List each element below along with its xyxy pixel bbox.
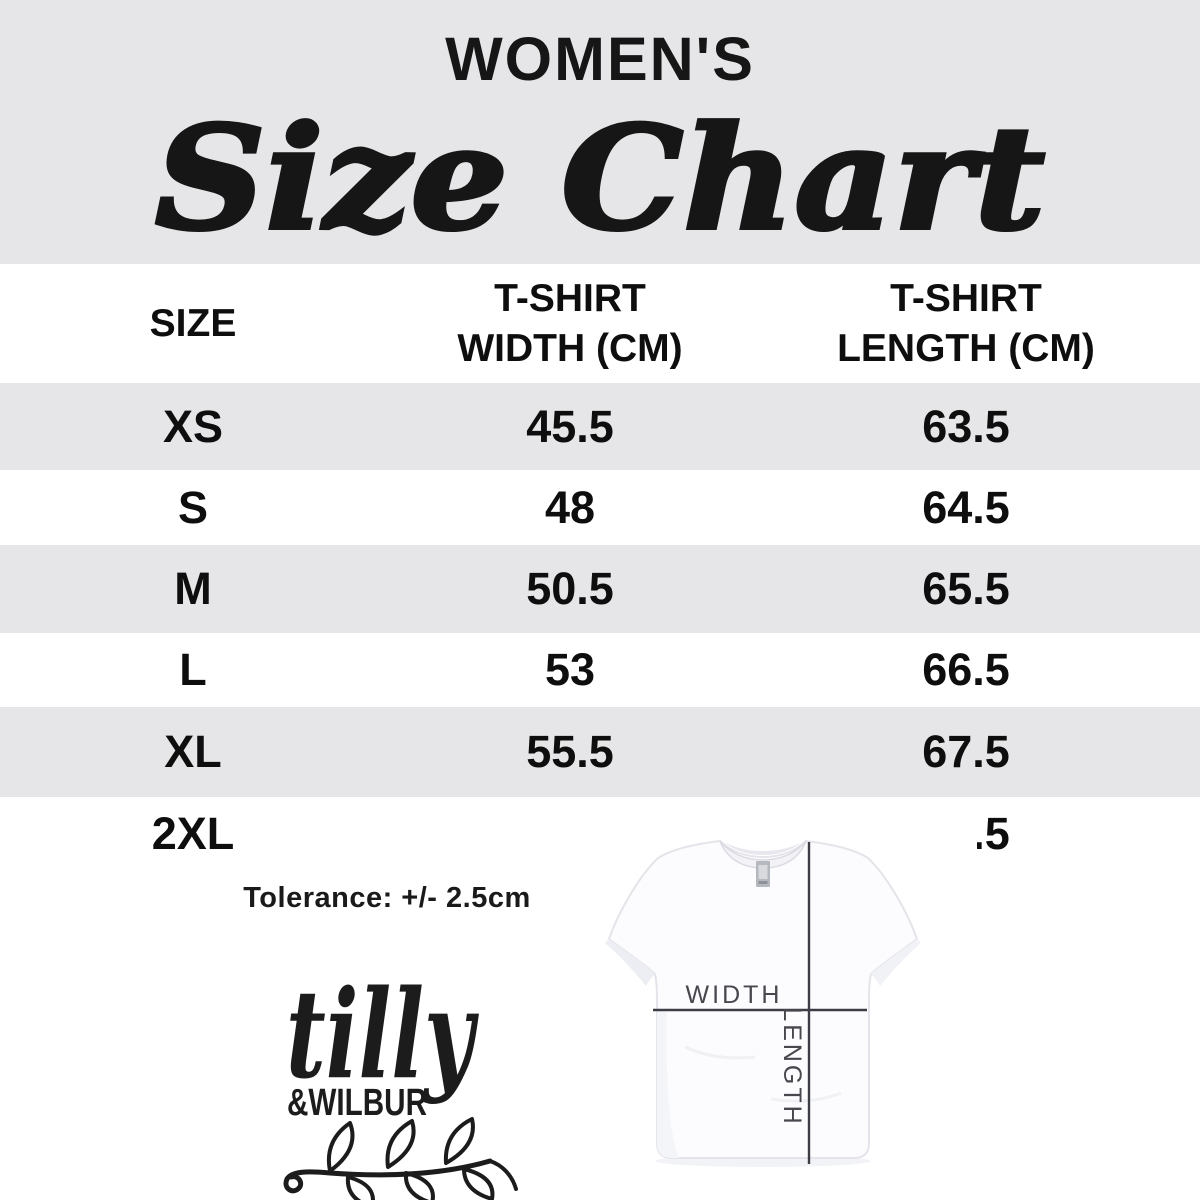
brand-logo: tilly &WILBUR bbox=[283, 962, 518, 1200]
col-width-header: T-SHIRT WIDTH (CM) bbox=[386, 264, 754, 383]
leaf-icon bbox=[403, 1171, 435, 1200]
size-cell: XS bbox=[162, 400, 224, 452]
tolerance-note: Tolerance: +/- 2.5cm bbox=[243, 882, 531, 914]
leaf-icon bbox=[385, 1119, 416, 1169]
col-width-line1: T-SHIRT bbox=[494, 276, 646, 320]
left-body-shade bbox=[657, 1009, 679, 1158]
size-chart-title-svg: Size Chart bbox=[153, 94, 1047, 264]
size-chart-title: Size Chart bbox=[155, 96, 1045, 262]
col-length-header: T-SHIRT LENGTH (CM) bbox=[754, 264, 1178, 383]
brand-logo-wilbur: &WILBUR bbox=[287, 1082, 427, 1124]
length-label: LENGTH bbox=[778, 1007, 806, 1126]
table-row-xl: XL 55.5 67.5 bbox=[0, 707, 1200, 797]
length-cell: 63.5 bbox=[922, 400, 1010, 452]
col-size-label: SIZE bbox=[149, 301, 237, 345]
size-cell: 2XL bbox=[151, 808, 235, 859]
length-cell: 65.5 bbox=[922, 563, 1010, 614]
leaf-icon bbox=[443, 1117, 475, 1165]
branch-tip bbox=[488, 1159, 518, 1191]
width-cell: 48 bbox=[544, 481, 596, 533]
size-cell: L bbox=[179, 644, 207, 695]
neck-tag-inner bbox=[758, 865, 768, 879]
col-length-line1: T-SHIRT bbox=[890, 276, 1042, 320]
title-block: WOMEN'S Size Chart bbox=[0, 0, 1200, 264]
tshirt-photo: WIDTH LENGTH bbox=[545, 797, 977, 1174]
width-cell: 50.5 bbox=[526, 563, 614, 614]
laurel-branch-icon bbox=[283, 1117, 518, 1200]
width-cell: 45.5 bbox=[526, 400, 614, 452]
womens-kicker: WOMEN'S bbox=[445, 25, 755, 93]
wrinkle bbox=[684, 1045, 756, 1060]
table-row-l: L 53 66.5 bbox=[0, 633, 1200, 707]
table-header-row: SIZE T-SHIRT WIDTH (CM) T-SHIRT LENGTH (… bbox=[0, 264, 1200, 383]
brand-logo-tilly: tilly bbox=[286, 962, 479, 1106]
length-cell: 66.5 bbox=[922, 644, 1010, 695]
width-cell: 55.5 bbox=[526, 726, 614, 777]
tshirt-graphic bbox=[607, 839, 919, 1159]
table-row-m: M 50.5 65.5 bbox=[0, 545, 1200, 633]
inner-neck-shadow bbox=[724, 842, 802, 855]
width-label: WIDTH bbox=[686, 981, 783, 1009]
length-cell: 67.5 bbox=[922, 726, 1010, 777]
neck-tag-bar bbox=[758, 881, 768, 884]
leaf-icon bbox=[327, 1121, 355, 1173]
left-sleeve-shade bbox=[605, 939, 655, 986]
leaf-icon bbox=[462, 1167, 495, 1200]
col-size-header: SIZE bbox=[0, 264, 386, 383]
leaf-icon bbox=[345, 1175, 375, 1200]
col-width-line2: WIDTH (CM) bbox=[457, 326, 683, 370]
table-row-xs: XS 45.5 63.5 bbox=[0, 383, 1200, 470]
right-sleeve-shade bbox=[871, 939, 921, 986]
table-row-s: S 48 64.5 bbox=[0, 470, 1200, 545]
size-cell: M bbox=[174, 563, 212, 614]
size-cell: XL bbox=[164, 726, 222, 777]
length-cell: 64.5 bbox=[922, 481, 1010, 533]
width-cell: 53 bbox=[544, 644, 596, 695]
col-length-line2: LENGTH (CM) bbox=[837, 326, 1095, 370]
collar bbox=[719, 840, 807, 869]
size-cell: S bbox=[177, 481, 208, 533]
